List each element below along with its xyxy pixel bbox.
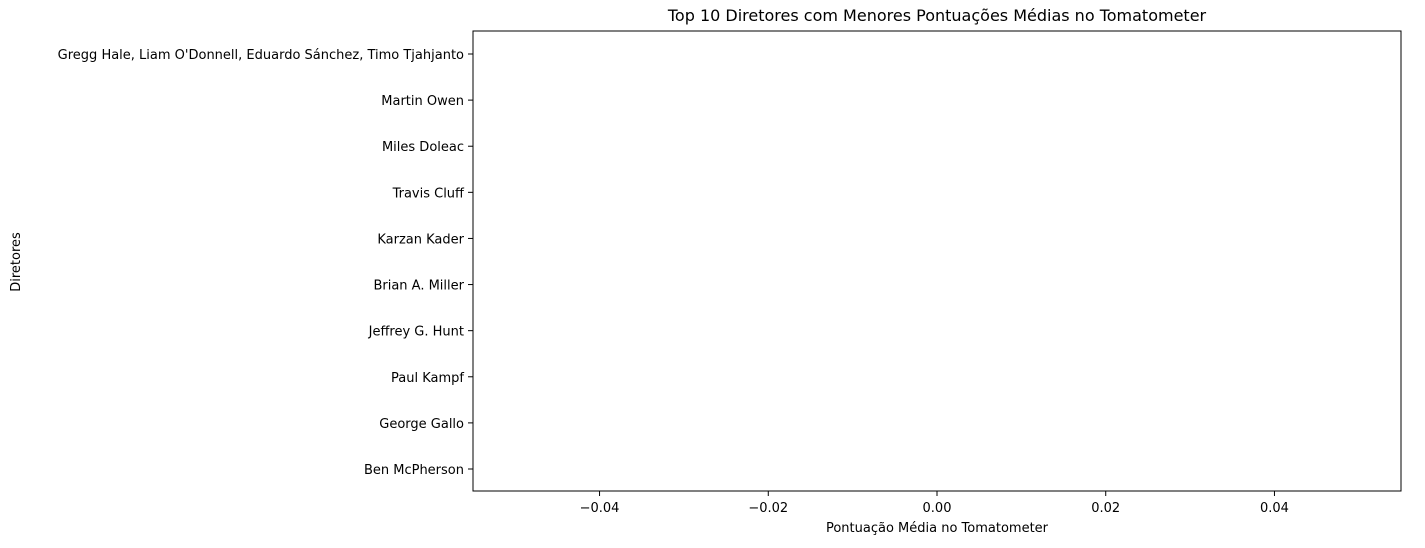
x-tick-label: −0.04	[580, 501, 620, 516]
x-tick-label: −0.02	[748, 501, 788, 516]
y-tick-label: Karzan Kader	[377, 232, 464, 247]
x-tick-label: 0.00	[923, 501, 952, 516]
x-tick-label: 0.02	[1091, 501, 1120, 516]
plot-area	[472, 30, 1402, 492]
y-tick-label: George Gallo	[379, 417, 464, 432]
y-axis-ticks: Gregg Hale, Liam O'Donnell, Eduardo Sánc…	[58, 48, 473, 478]
y-tick-label: Gregg Hale, Liam O'Donnell, Eduardo Sánc…	[58, 48, 464, 63]
y-tick-label: Ben McPherson	[364, 463, 464, 478]
x-axis-ticks: −0.04 −0.02 0.00 0.02 0.04	[580, 491, 1289, 516]
y-tick-label: Martin Owen	[381, 94, 464, 109]
y-tick-label: Paul Kampf	[391, 371, 464, 386]
x-tick-label: 0.04	[1260, 501, 1289, 516]
plot-frame	[472, 30, 1402, 492]
x-axis-label: Pontuação Média no Tomatometer	[826, 521, 1049, 536]
y-tick-label: Travis Cluff	[392, 186, 465, 201]
y-tick-label: Miles Doleac	[382, 140, 464, 155]
chart-title: Top 10 Diretores com Menores Pontuações …	[667, 6, 1207, 25]
y-axis-label: Diretores	[9, 232, 24, 292]
y-tick-label: Jeffrey G. Hunt	[368, 325, 464, 340]
y-tick-label: Brian A. Miller	[373, 279, 464, 294]
